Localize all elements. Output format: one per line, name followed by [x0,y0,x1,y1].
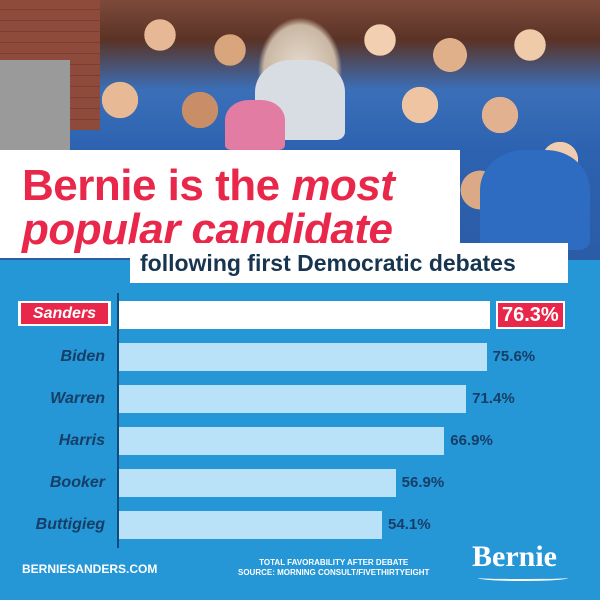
title-box: Bernie is the most popular candidate [0,150,460,258]
shirt-shape [480,150,590,250]
subtitle: following first Democratic debates [140,250,516,276]
title-emphasis: most [291,161,395,210]
y-axis-line [117,293,119,548]
bar-biden [119,343,487,371]
highlight-value-box: 76.3% [496,301,565,329]
category-label-warren: Warren [50,390,105,407]
value-label-booker: 56.9% [401,474,445,491]
value-label-biden: 75.6% [492,348,536,365]
shirt-shape [225,100,285,150]
bar-harris [119,427,445,455]
category-label-biden: Biden [60,348,105,365]
bar-sanders [119,301,490,329]
title-line-1: Bernie is the most [22,161,395,210]
source-note-line-2: SOURCE: MORNING CONSULT/FIVETHIRTYEIGHT [238,568,430,577]
highlight-label-box: Sanders [18,301,111,326]
category-label-buttigieg: Buttigieg [35,516,105,533]
source-note: TOTAL FAVORABILITY AFTER DEBATE SOURCE: … [238,558,429,578]
bernie-logo: Bernie [472,540,557,573]
subtitle-box: following first Democratic debates [130,243,568,283]
value-label-sanders: 76.3% [498,303,563,327]
bar-buttigieg [119,511,383,539]
title-text: Bernie is the [22,161,292,210]
site-url: BERNIESANDERS.COM [22,562,158,576]
value-label-buttigieg: 54.1% [388,516,431,533]
value-label-harris: 66.9% [450,432,493,449]
logo-swoosh [478,575,568,581]
bar-booker [119,469,396,497]
category-label-harris: Harris [58,432,105,449]
source-note-line-1: TOTAL FAVORABILITY AFTER DEBATE [259,558,409,567]
category-label-booker: Booker [49,474,105,491]
bar-warren [119,385,467,413]
value-label-warren: 71.4% [472,390,515,407]
category-label-sanders: Sanders [21,303,108,324]
